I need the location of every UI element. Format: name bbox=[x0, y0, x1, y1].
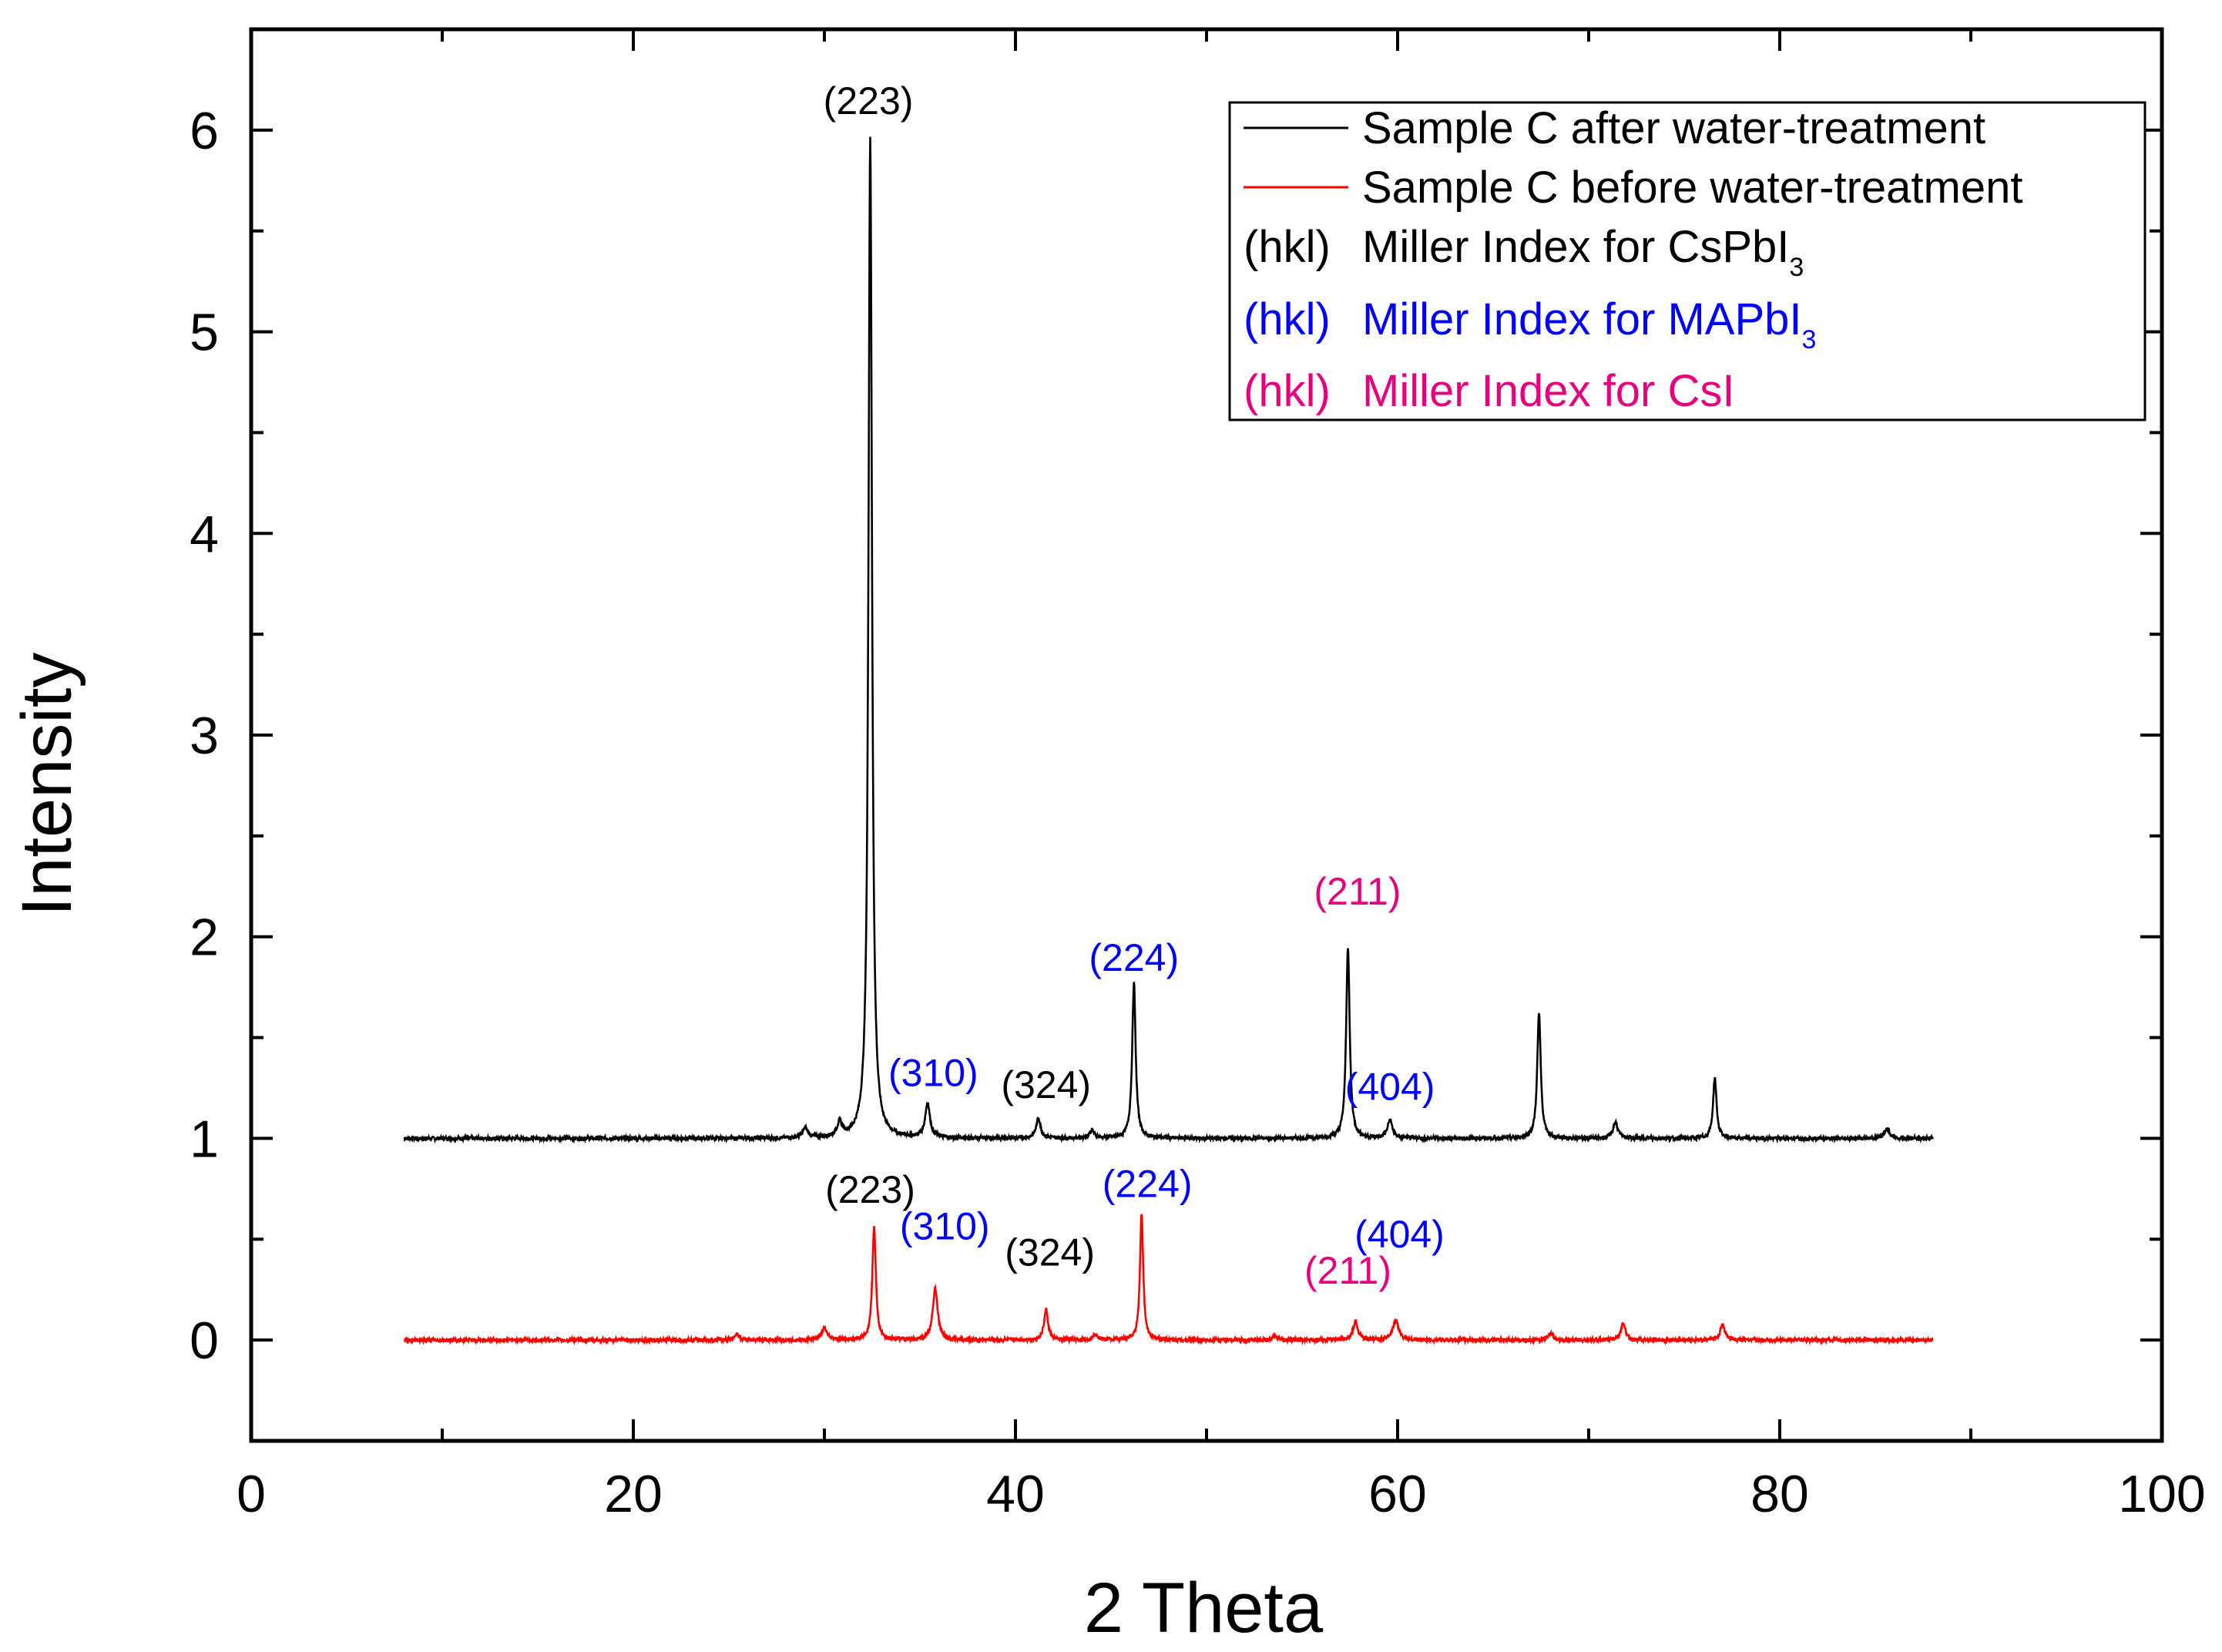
y-tick-label-2: 2 bbox=[190, 908, 219, 967]
x-tick-label-2: 40 bbox=[986, 1465, 1045, 1523]
peak-label-3: (224) bbox=[1089, 936, 1179, 979]
y-tick-label-3: 3 bbox=[190, 707, 219, 765]
legend-entry-mapbi3: (hkl) Miller Index for MAPbI3 bbox=[1244, 294, 1816, 354]
legend-label-cspbi3: Miller Index for CsPbI3 bbox=[1362, 222, 1804, 282]
peak-label-10: (211) bbox=[1304, 1249, 1391, 1292]
y-tick-label-5: 5 bbox=[190, 304, 219, 362]
legend-label-before: Sample C before water-treatment bbox=[1362, 163, 2022, 213]
legend-label-csi: Miller Index for CsI bbox=[1362, 366, 1734, 416]
legend-entry-cspbi3: (hkl) Miller Index for CsPbI3 bbox=[1244, 222, 1804, 282]
peak-label-7: (310) bbox=[900, 1204, 990, 1247]
y-tick-label-6: 6 bbox=[190, 102, 219, 160]
series-line-0 bbox=[403, 136, 1934, 1144]
legend-marker-csi: (hkl) bbox=[1244, 366, 1331, 416]
x-tick-label-5: 100 bbox=[2118, 1465, 2205, 1523]
x-tick-label-4: 80 bbox=[1750, 1465, 1809, 1523]
peak-label-1: (310) bbox=[888, 1051, 978, 1094]
legend-marker-mapbi3: (hkl) bbox=[1244, 294, 1331, 344]
legend-label-after: Sample C after water-treatment bbox=[1362, 103, 1985, 153]
peak-label-2: (324) bbox=[1001, 1063, 1091, 1106]
series-layer bbox=[403, 136, 1934, 1346]
legend-box bbox=[1228, 101, 2146, 421]
legend: Sample C after water-treatment Sample C … bbox=[1228, 101, 2146, 421]
peak-label-6: (223) bbox=[825, 1168, 915, 1211]
peak-label-11: (404) bbox=[1354, 1213, 1445, 1256]
x-tick-label-1: 20 bbox=[604, 1465, 663, 1523]
legend-marker-cspbi3: (hkl) bbox=[1244, 222, 1331, 272]
y-axis-label: Intensity bbox=[8, 653, 86, 917]
series-line-1 bbox=[403, 1214, 1934, 1346]
peak-label-8: (324) bbox=[1005, 1231, 1095, 1274]
peak-label-9: (224) bbox=[1103, 1162, 1193, 1205]
y-tick-label-4: 4 bbox=[190, 505, 219, 563]
annotation-layer: (223)(310) (324)(224)(211)(404)(223)(310)… bbox=[824, 79, 1445, 1292]
x-tick-label-0: 0 bbox=[237, 1465, 266, 1523]
legend-label-mapbi3: Miller Index for MAPbI3 bbox=[1362, 294, 1816, 354]
legend-entry-after: Sample C after water-treatment bbox=[1244, 103, 1985, 153]
axes-layer: 0 20 40 60 80 100 0 1 2 3 4 5 6 bbox=[190, 27, 2206, 1523]
legend-entry-before: Sample C before water-treatment bbox=[1244, 163, 2022, 213]
peak-label-4: (211) bbox=[1314, 870, 1401, 913]
peak-label-0: (223) bbox=[824, 79, 914, 123]
y-tick-label-1: 1 bbox=[190, 1110, 219, 1168]
y-tick-label-0: 0 bbox=[190, 1311, 219, 1370]
x-tick-label-3: 60 bbox=[1368, 1465, 1427, 1523]
legend-entry-csi: (hkl) Miller Index for CsI bbox=[1244, 366, 1734, 416]
x-axis-label: 2 Theta bbox=[1084, 1569, 1324, 1647]
peak-label-5: (404) bbox=[1345, 1066, 1435, 1109]
